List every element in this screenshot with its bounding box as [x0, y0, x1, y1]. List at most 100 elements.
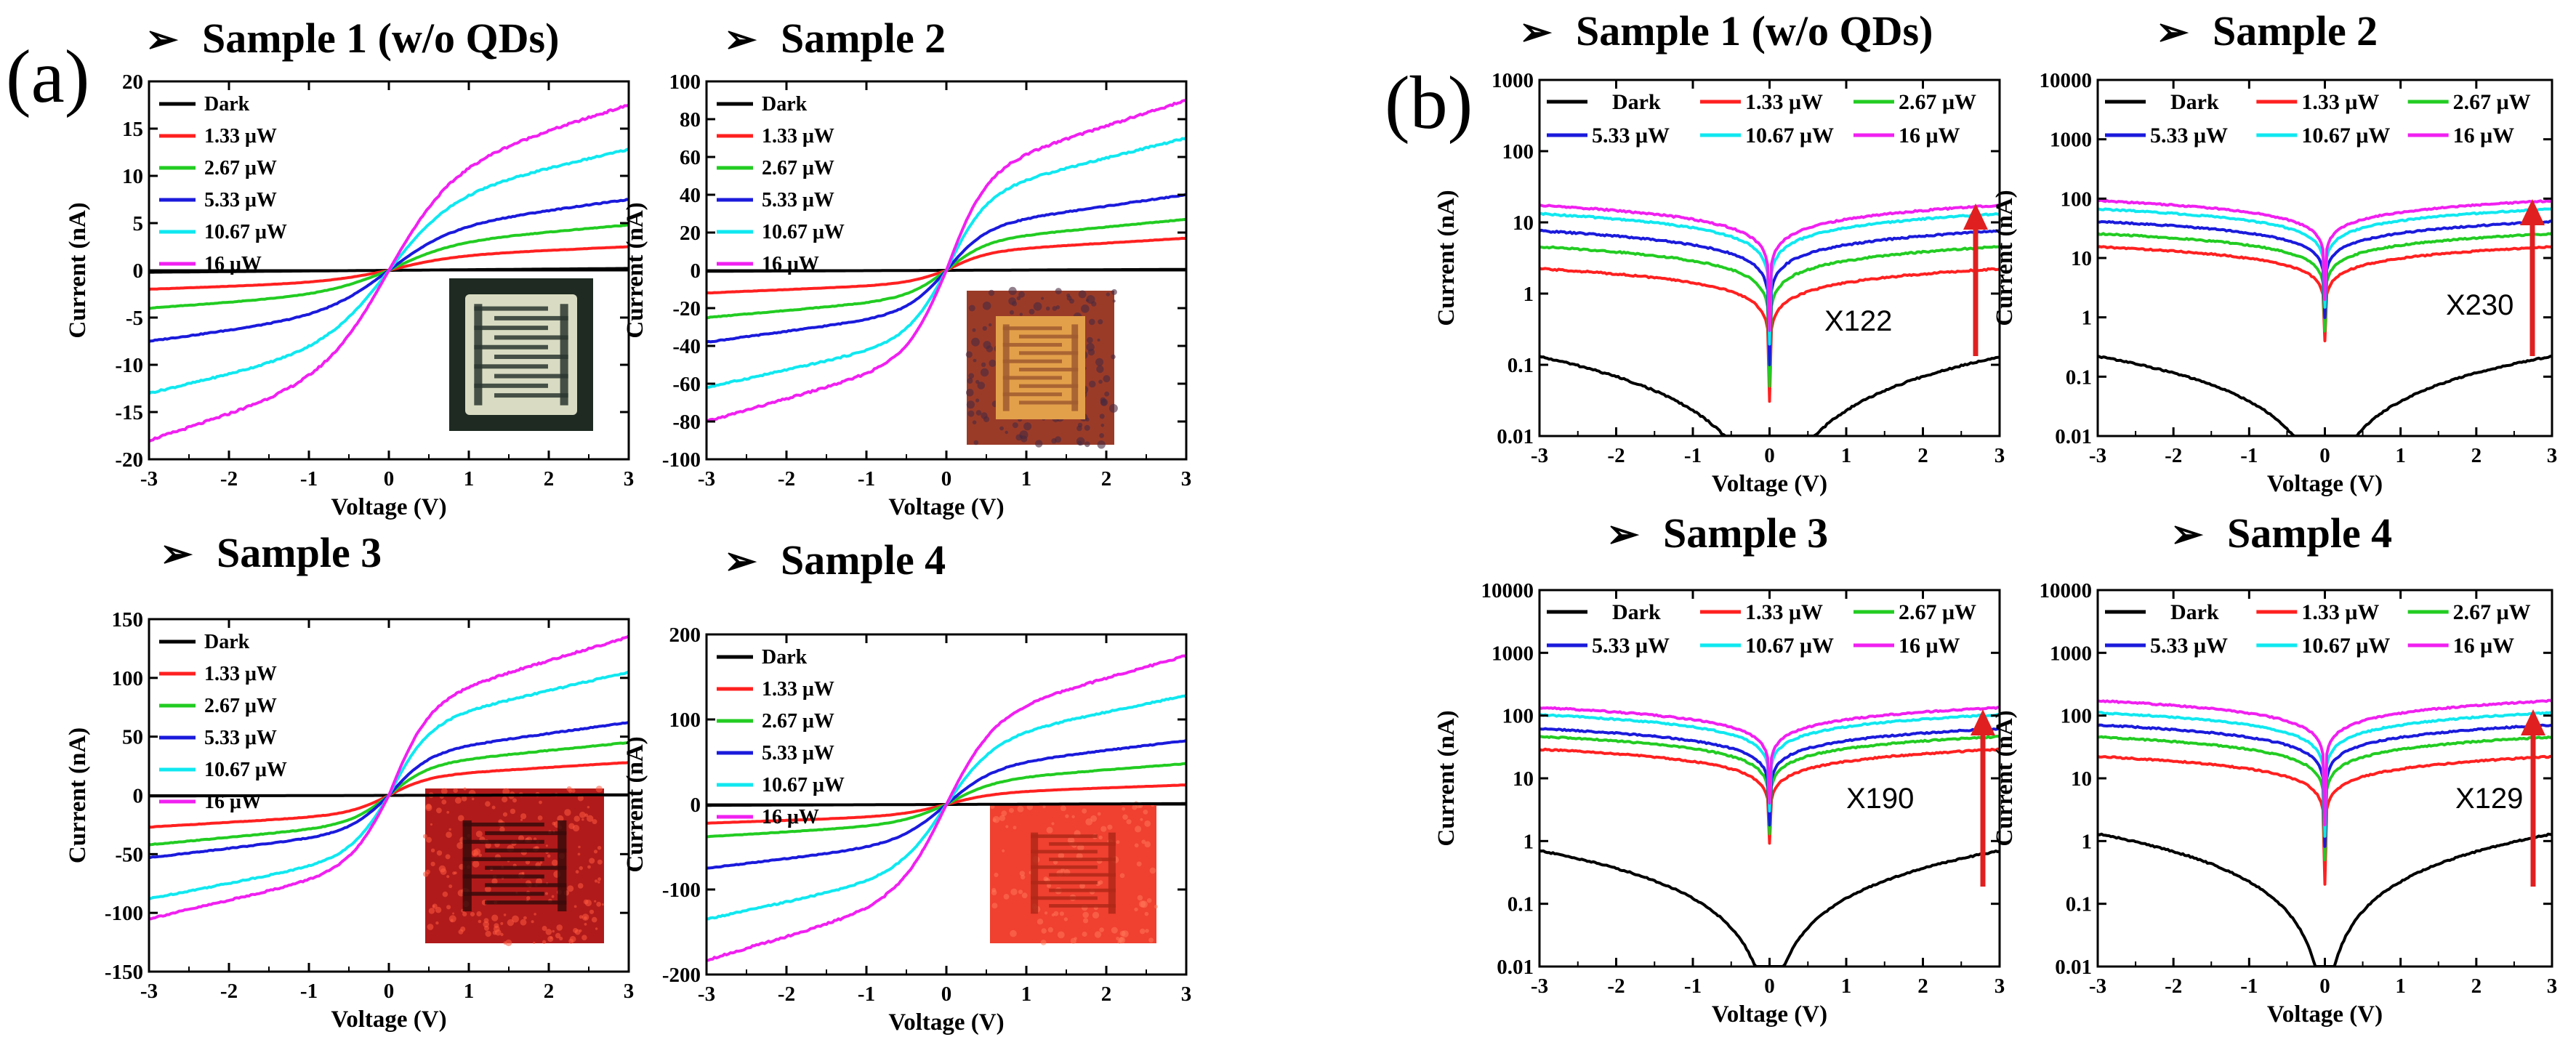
- x-axis-label: Voltage (V): [1712, 471, 1827, 497]
- legend-label: 5.33 μW: [204, 727, 277, 749]
- x-tick-label: 2: [1101, 467, 1112, 491]
- legend-label: 1.33 μW: [204, 663, 277, 685]
- chart-title-group: ➢ Sample 2: [2156, 7, 2378, 55]
- chart-title: Sample 2: [2213, 7, 2378, 55]
- chart-title-group: ➢ Sample 3: [1606, 509, 1828, 557]
- chart-b1: ➢ Sample 1 (w/o QDs) -3 -2 -1 0 1 2 3 0.01 0.1 1 10 1…: [1433, 7, 2005, 497]
- legend: Dark 1.33 μW 2.67 μW 5.33 μW 10.67 μW 16 μW: [2105, 600, 2531, 658]
- legend-label: 10.67 μW: [1745, 124, 1834, 148]
- legend-label: 2.67 μW: [204, 157, 277, 179]
- x-tick-label: -3: [2089, 444, 2106, 467]
- y-tick-label: -100: [105, 902, 143, 925]
- y-tick-label: 1000: [1492, 642, 1534, 665]
- device-image-sample1: [449, 278, 593, 431]
- x-tick-label: 1: [464, 467, 475, 491]
- y-tick-label: 50: [122, 726, 143, 749]
- y-tick-label: 20: [680, 222, 701, 245]
- series-line: [2098, 207, 2552, 309]
- x-tick-label: 1: [2395, 975, 2406, 998]
- bullet-arrow-icon: ➢: [2170, 512, 2204, 556]
- legend-label: Dark: [1612, 600, 1661, 624]
- series-group: [2098, 698, 2552, 967]
- y-axis-label: Current (nA): [65, 202, 91, 338]
- y-tick-label: -60: [672, 373, 701, 396]
- chart-title: Sample 1 (w/o QDs): [1576, 7, 1933, 55]
- y-axis-label: Current (nA): [1992, 710, 2018, 846]
- device-image-sample3: [422, 786, 605, 946]
- chart-title: Sample 3: [1663, 509, 1828, 557]
- legend-label: 10.67 μW: [204, 759, 287, 781]
- y-tick-label: 20: [122, 70, 143, 94]
- legend-label: 10.67 μW: [2301, 634, 2390, 658]
- y-tick-label: -40: [672, 335, 701, 358]
- series-line: [1539, 211, 2000, 346]
- y-tick-label: -15: [115, 401, 143, 424]
- y-tick-label: 0.1: [2066, 893, 2092, 916]
- legend-label: Dark: [2170, 600, 2219, 624]
- y-tick-label: 0: [133, 785, 144, 808]
- bullet-arrow-icon: ➢: [724, 17, 757, 61]
- bullet-arrow-icon: ➢: [724, 539, 757, 583]
- series-line: [1539, 713, 2000, 812]
- legend-label: 16 μW: [204, 791, 262, 813]
- x-tick-label: -1: [1684, 444, 1702, 467]
- y-tick-label: -50: [115, 843, 143, 866]
- legend-label: 10.67 μW: [1745, 634, 1834, 658]
- series-line: [1539, 203, 2000, 332]
- series-group: [149, 634, 629, 921]
- y-tick-label: 100: [1502, 705, 1534, 728]
- series-group: [149, 103, 629, 443]
- series-line: [2098, 354, 2552, 436]
- y-tick-label: 10000: [1481, 579, 1534, 602]
- legend-label: Dark: [204, 93, 250, 116]
- y-tick-label: 1000: [2050, 129, 2092, 152]
- y-tick-label: 10000: [2040, 579, 2093, 602]
- legend-label: 16 μW: [762, 806, 819, 828]
- panel-label-a: (a): [6, 35, 89, 118]
- legend-label: 2.67 μW: [762, 157, 834, 179]
- panel-label-b: (b): [1385, 61, 1473, 145]
- legend: Dark 1.33 μW 2.67 μW 5.33 μW 10.67 μW 16 μW: [2105, 90, 2531, 148]
- x-tick-label: -1: [858, 467, 875, 491]
- legend-label: 5.33 μW: [2150, 634, 2228, 658]
- x-tick-label: -2: [778, 983, 795, 1006]
- y-tick-label: 10: [1513, 211, 1534, 235]
- y-tick-label: 0.01: [2055, 425, 2092, 448]
- legend-label: Dark: [762, 93, 808, 116]
- chart-b3: ➢ Sample 3 -3 -2 -1 0 1 2 3 0.01 0.1 1 10 100 1000 1000…: [1433, 509, 2005, 1028]
- chart-title: Sample 4: [781, 536, 946, 584]
- legend-label: 2.67 μW: [2453, 90, 2531, 114]
- y-tick-label: 10: [2071, 247, 2092, 270]
- chart-title-group: ➢ Sample 2: [724, 15, 946, 62]
- legend-label: 2.67 μW: [204, 695, 277, 717]
- y-axis-label: Current (nA): [1433, 710, 1460, 846]
- legend-label: 5.33 μW: [204, 189, 277, 211]
- chart-title-group: ➢ Sample 1 (w/o QDs): [1519, 7, 1933, 55]
- series-line: [1539, 267, 2000, 403]
- series-line: [2098, 754, 2552, 886]
- y-tick-label: -20: [115, 448, 143, 472]
- y-axis-label: Current (nA): [622, 736, 648, 872]
- y-tick-label: -10: [115, 354, 143, 377]
- x-tick-label: 3: [624, 980, 635, 1003]
- x-tick-label: -3: [1531, 444, 1548, 467]
- x-tick-label: 0: [941, 467, 952, 491]
- x-tick-label: 1: [1021, 983, 1032, 1006]
- y-tick-label: 100: [1502, 140, 1534, 164]
- x-tick-label: 2: [1917, 975, 1928, 998]
- x-tick-label: 3: [624, 467, 635, 491]
- x-tick-label: -1: [2240, 444, 2258, 467]
- legend-label: Dark: [204, 631, 250, 653]
- series-line: [2098, 698, 2552, 826]
- series-line: [1539, 747, 2000, 845]
- bullet-arrow-icon: ➢: [145, 17, 179, 61]
- legend-label: 1.33 μW: [2301, 90, 2379, 114]
- series-line: [707, 99, 1186, 423]
- x-tick-label: 1: [1841, 444, 1852, 467]
- enhancement-annotation: X129: [2455, 783, 2523, 815]
- y-tick-label: 0.01: [1497, 425, 1534, 448]
- x-tick-label: -2: [1607, 444, 1625, 467]
- legend-label: 1.33 μW: [762, 125, 834, 148]
- x-tick-label: 2: [2471, 444, 2482, 467]
